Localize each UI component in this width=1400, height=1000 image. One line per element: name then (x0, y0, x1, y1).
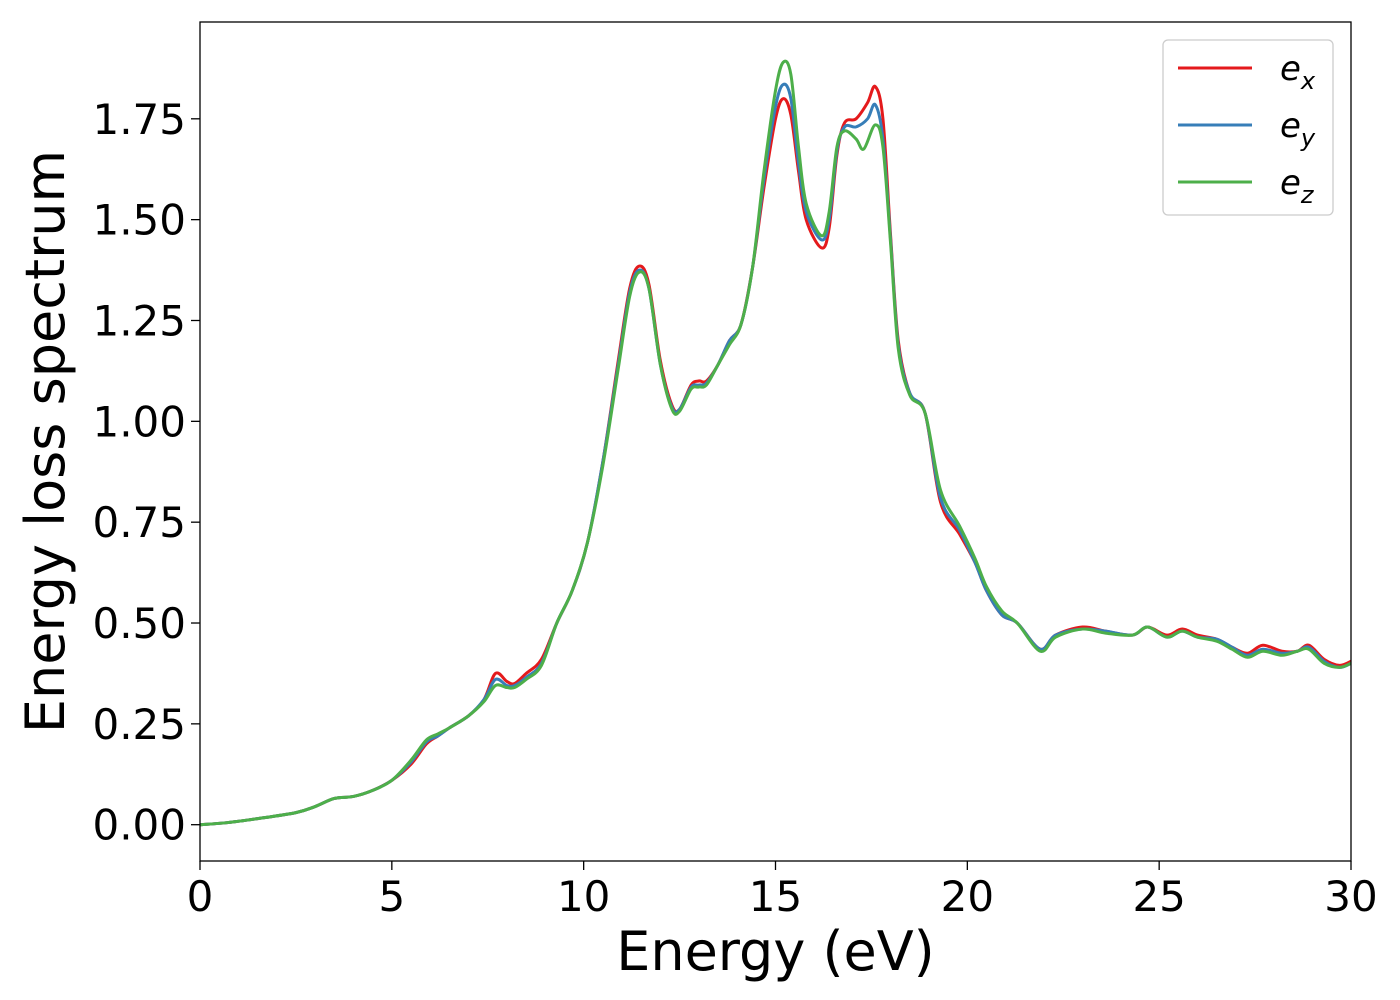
y-tick-label: 0.75 (92, 498, 186, 547)
legend-entry-base: e (1280, 49, 1301, 89)
legend-entry: ex (1280, 49, 1316, 95)
y-tick-label: 1.25 (92, 296, 186, 345)
series-lines (200, 59, 1351, 827)
legend-entry: ez (1280, 163, 1315, 209)
y-axis-label: Energy loss spectrum (14, 150, 77, 733)
x-tick-label: 10 (557, 872, 610, 921)
x-tick-label: 0 (187, 872, 214, 921)
legend-entry: ey (1280, 106, 1316, 152)
series-line-ez (200, 59, 1351, 827)
x-tick-label: 20 (941, 872, 994, 921)
x-tick-label: 30 (1324, 872, 1377, 921)
legend-entry-subscript: x (1300, 67, 1316, 95)
legend-entry-subscript: y (1300, 124, 1316, 152)
y-tick-label: 1.75 (92, 95, 186, 144)
legend-box (1162, 39, 1334, 216)
legend-entry-base: e (1280, 106, 1301, 146)
x-tick-label: 15 (749, 872, 802, 921)
y-tick-label: 0.50 (92, 599, 186, 648)
y-tick-label: 1.50 (92, 196, 186, 245)
legend-entry-base: e (1280, 163, 1301, 203)
legend-entry-subscript: z (1300, 181, 1315, 209)
y-tick-label: 1.00 (92, 397, 186, 446)
x-tick-label: 25 (1132, 872, 1185, 921)
axis-ticks: 0 5 10 15 20 25 30 0.00 0.25 0.50 0.75 1.00 1.25 1.50… (92, 95, 1377, 921)
x-tick-label: 5 (378, 872, 405, 921)
y-tick-label: 0.00 (92, 801, 186, 850)
x-axis-label: Energy (eV) (616, 920, 935, 983)
y-tick-label: 0.25 (92, 700, 186, 749)
